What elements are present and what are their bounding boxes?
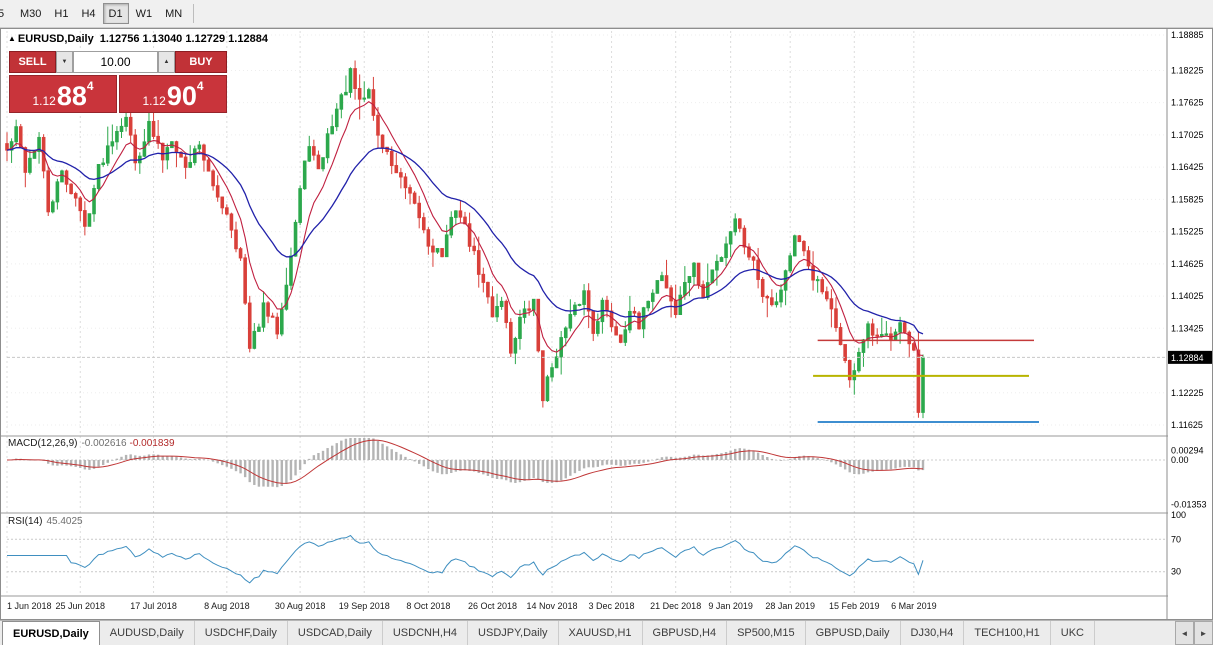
timeframe-d1-button[interactable]: D1 <box>102 3 129 24</box>
sell-button[interactable]: SELL <box>9 51 56 73</box>
macd-name: MACD(12,26,9) <box>8 438 78 449</box>
date-label: 9 Jan 2019 <box>708 601 753 611</box>
volume-up-icon[interactable]: ▲ <box>158 51 175 73</box>
date-label: 28 Jan 2019 <box>765 601 815 611</box>
svg-text:1.13425: 1.13425 <box>1171 323 1204 333</box>
buy-price-big: 90 <box>166 81 197 111</box>
date-label: 8 Oct 2018 <box>406 601 450 611</box>
date-label: 3 Dec 2018 <box>589 601 635 611</box>
grid-layer <box>6 31 1167 596</box>
macd-main-value: -0.002616 <box>81 438 127 449</box>
macd-signal-line <box>6 439 924 484</box>
rsi-name: RSI(14) <box>8 516 43 527</box>
ma-slow-line <box>6 147 924 335</box>
buy-price-prefix: 1.12 <box>142 94 166 108</box>
tabs-scroll-right-button[interactable]: ► <box>1194 621 1213 645</box>
svg-text:1.18885: 1.18885 <box>1171 30 1204 40</box>
date-label: 1 Jun 2018 <box>7 601 52 611</box>
date-label: 14 Nov 2018 <box>526 601 577 611</box>
svg-text:100: 100 <box>1171 510 1186 520</box>
indicator-panes <box>1 435 1212 597</box>
svg-text:1.12884: 1.12884 <box>1171 353 1204 363</box>
date-label: 17 Jul 2018 <box>130 601 177 611</box>
svg-text:1.16425: 1.16425 <box>1171 162 1204 172</box>
sell-price-big: 88 <box>56 81 87 111</box>
date-label: 6 Mar 2019 <box>891 601 937 611</box>
current-price-tag <box>1168 350 1212 364</box>
timeframe-mn-button[interactable]: MN <box>159 3 189 24</box>
chart-ohlc-values: 1.12756 1.13040 1.12729 1.12884 <box>99 33 268 45</box>
tab-dj30-h4[interactable]: DJ30,H4 <box>901 621 965 645</box>
rsi-line <box>7 534 924 584</box>
date-label: 21 Dec 2018 <box>650 601 701 611</box>
sell-price-button[interactable]: 1.12 88 4 <box>9 75 117 113</box>
svg-text:0.00294: 0.00294 <box>1171 445 1204 455</box>
tab-eurusd-daily[interactable]: EURUSD,Daily <box>2 621 100 645</box>
candles-layer <box>5 60 1167 424</box>
price-chart-canvas[interactable]: 1.18885 1.18225 1.17625 1.17025 1.16425 1.158… <box>1 29 1212 619</box>
tab-gbpusd-h4[interactable]: GBPUSD,H4 <box>643 621 728 645</box>
chart-tabbar: EURUSD,Daily AUDUSD,Daily USDCHF,Daily USDC… <box>0 620 1213 645</box>
svg-text:1.11625: 1.11625 <box>1171 420 1203 430</box>
timeframe-m30-button[interactable]: M30 <box>14 3 48 24</box>
buy-price-pip: 4 <box>196 79 204 93</box>
tab-usdjpy-daily[interactable]: USDJPY,Daily <box>468 621 559 645</box>
date-label: 8 Aug 2018 <box>204 601 250 611</box>
sell-price-prefix: 1.12 <box>32 94 56 108</box>
buy-button[interactable]: BUY <box>175 51 227 73</box>
timeframe-w1-button[interactable]: W1 <box>129 3 159 24</box>
svg-text:-0.01353: -0.01353 <box>1171 500 1207 510</box>
rsi-label: RSI(14) 45.4025 <box>8 516 83 527</box>
tab-tech100-h1[interactable]: TECH100,H1 <box>964 621 1051 645</box>
toolbar-separator <box>193 4 195 23</box>
svg-text:1.14625: 1.14625 <box>1171 259 1204 269</box>
tab-audusd-daily[interactable]: AUDUSD,Daily <box>100 621 195 645</box>
tab-usdcad-daily[interactable]: USDCAD,Daily <box>288 621 383 645</box>
tab-usdchf-daily[interactable]: USDCHF,Daily <box>195 621 288 645</box>
macd-label: MACD(12,26,9) -0.002616 -0.001839 <box>8 438 175 449</box>
svg-text:30: 30 <box>1171 567 1181 577</box>
timeframe-h4-button[interactable]: H4 <box>75 3 102 24</box>
date-label: 30 Aug 2018 <box>275 601 326 611</box>
tabs-scroll-left-button[interactable]: ◄ <box>1175 621 1194 645</box>
tab-usdcnh-h4[interactable]: USDCNH,H4 <box>383 621 469 645</box>
svg-text:1.14025: 1.14025 <box>1171 291 1204 301</box>
chart-window: 1.18885 1.18225 1.17625 1.17025 1.16425 1.158… <box>0 28 1213 620</box>
tab-scroll-arrows: ◄ ► <box>1175 621 1213 645</box>
timeframe-toolbar: 5M30H1H4D1W1MN <box>0 0 1213 28</box>
macd-signal-value: -0.001839 <box>129 438 175 449</box>
svg-text:0.00: 0.00 <box>1171 455 1189 465</box>
volume-down-icon[interactable]: ▼ <box>56 51 73 73</box>
tab-sp500-m15[interactable]: SP500,M15 <box>727 621 806 645</box>
svg-text:1.17025: 1.17025 <box>1171 130 1204 140</box>
tab-xauusd-h1[interactable]: XAUUSD,H1 <box>559 621 643 645</box>
date-label: 15 Feb 2019 <box>829 601 880 611</box>
tab-ukc[interactable]: UKC <box>1051 621 1095 645</box>
ma-fast-line <box>6 101 924 357</box>
svg-text:1.15225: 1.15225 <box>1171 227 1204 237</box>
chart-symbol-period: EURUSD,Daily <box>17 33 94 45</box>
date-label: 26 Oct 2018 <box>468 601 517 611</box>
timeframe-5-button[interactable]: 5 <box>0 3 13 24</box>
volume-input[interactable] <box>73 51 158 73</box>
direction-up-icon: ▲ <box>8 34 16 43</box>
svg-text:1.15825: 1.15825 <box>1171 194 1204 204</box>
tab-gbpusd-daily[interactable]: GBPUSD,Daily <box>806 621 901 645</box>
timeframe-h1-button[interactable]: H1 <box>48 3 75 24</box>
sell-price-pip: 4 <box>86 79 94 93</box>
svg-text:1.17625: 1.17625 <box>1171 98 1204 108</box>
buy-price-button[interactable]: 1.12 90 4 <box>119 75 227 113</box>
svg-text:1.18225: 1.18225 <box>1171 65 1204 75</box>
date-label: 19 Sep 2018 <box>339 601 390 611</box>
date-label: 25 Jun 2018 <box>56 601 106 611</box>
svg-text:70: 70 <box>1171 534 1181 544</box>
svg-text:1.12225: 1.12225 <box>1171 388 1204 398</box>
price-axis: 1.18885 1.18225 1.17625 1.17025 1.16425 1.158… <box>7 29 1212 619</box>
rsi-value: 45.4025 <box>46 516 83 527</box>
chart-title: ▲ EURUSD,Daily 1.12756 1.13040 1.12729 1.1… <box>8 33 268 45</box>
